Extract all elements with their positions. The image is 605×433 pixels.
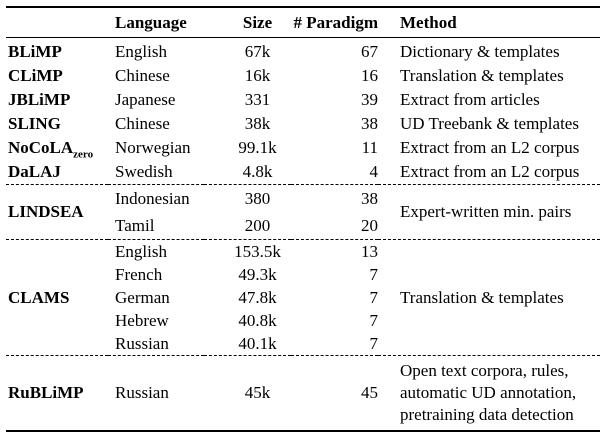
size-cell: 16k [244, 66, 271, 85]
dataset-name-subscript: zero [73, 148, 94, 161]
table-group: LINDSEA Indonesian 380 38 Expert-written min… [6, 184, 600, 240]
paradigm-cell: 7 [369, 333, 379, 353]
size-cell: 4.8k [242, 162, 273, 181]
size-cell: 47.8k [238, 287, 277, 307]
language-cell: Tamil [115, 215, 155, 235]
dataset-name-cell: JBLiMP [8, 90, 71, 109]
table-header: Language Size # Paradigm Method [6, 6, 600, 38]
method-cell: Extract from an L2 corpus [400, 162, 580, 181]
table-row: NoCoLAzero Norwegian 99.1k 11 Extract from a… [6, 136, 600, 160]
language-cell: Swedish [115, 162, 173, 181]
size-cell: 331 [244, 90, 271, 109]
language-cell: German [115, 287, 170, 307]
table-row: French 49.3k 7 [6, 263, 600, 286]
paradigm-cell: 45 [291, 355, 378, 432]
header-row: Language Size # Paradigm Method [6, 6, 600, 38]
table-row: RuBLiMP Russian 45k 45 Open text corpora, ru… [6, 355, 600, 432]
size-cell: 380 [204, 184, 291, 212]
method-cell: Dictionary & templates [400, 42, 560, 61]
method-cell: Open text corpora, rules, automatic UD a… [378, 355, 600, 432]
dataset-name-cell: BLiMP [8, 42, 62, 61]
size-cell: 45k [204, 355, 291, 432]
dataset-name-cell: CLiMP [8, 66, 63, 85]
size-cell: 49.3k [238, 264, 277, 284]
col-header-method: Method [378, 6, 600, 38]
table-row: Tamil 200 20 [6, 212, 600, 240]
size-cell: 40.8k [238, 310, 277, 330]
method-cell: Translation & templates [400, 66, 564, 85]
paradigm-cell: 7 [369, 310, 379, 330]
col-header-size: Size [204, 6, 291, 38]
paradigm-cell: 67 [361, 42, 378, 61]
method-cell: Extract from articles [400, 90, 540, 109]
table-row: LINDSEA Indonesian 380 38 Expert-written min… [6, 184, 600, 240]
col-header-dataset [6, 6, 108, 38]
dataset-name-cell: NoCoLAzero [8, 138, 94, 161]
paradigm-cell: 11 [361, 138, 378, 157]
paper-table: Language Size # Paradigm Method BLiMP Eng… [6, 6, 600, 432]
paradigm-cell: 7 [369, 264, 379, 284]
paradigm-cell: 16 [361, 66, 378, 85]
language-cell: French [115, 264, 163, 284]
size-cell: 38k [244, 114, 271, 133]
col-header-language: Language [108, 6, 204, 38]
language-cell: Norwegian [115, 138, 191, 157]
language-cell: Indonesian [108, 184, 204, 212]
table-row: BLiMP English 67k 67 Dictionary & templates [6, 38, 600, 65]
language-cell: Chinese [115, 114, 170, 133]
table-group: RuBLiMP Russian 45k 45 Open text corpora, ru… [6, 355, 600, 432]
size-cell: 200 [244, 215, 271, 235]
dataset-name-cell: DaLAJ [8, 162, 61, 181]
table-row: SLING Chinese 38k 38 UD Treebank & templates [6, 112, 600, 136]
dataset-name-cell: RuBLiMP [6, 355, 108, 432]
paradigm-cell: 20 [361, 215, 378, 235]
paradigm-cell: 39 [361, 90, 378, 109]
language-cell: Hebrew [115, 310, 169, 330]
col-header-paradigm: # Paradigm [291, 6, 378, 38]
paradigm-cell: 38 [361, 114, 378, 133]
language-cell: Russian [115, 333, 169, 353]
size-cell: 153.5k [204, 239, 291, 263]
dataset-name-cell: CLAMS [6, 239, 108, 356]
size-cell: 99.1k [238, 138, 277, 157]
table-group: CLAMS English 153.5k 13 Translation & templa… [6, 239, 600, 356]
table-row: CLAMS English 153.5k 13 Translation & templa… [6, 239, 600, 356]
paradigm-cell: 4 [369, 162, 379, 181]
language-cell: English [108, 239, 204, 263]
table-row: JBLiMP Japanese 331 39 Extract from articles [6, 88, 600, 112]
language-cell: English [115, 42, 167, 61]
language-cell: Russian [108, 355, 204, 432]
method-cell: UD Treebank & templates [400, 114, 579, 133]
size-cell: 67k [244, 42, 271, 61]
method-cell: Extract from an L2 corpus [400, 138, 580, 157]
paradigm-cell: 13 [291, 239, 378, 263]
paradigm-cell: 38 [291, 184, 378, 212]
table-row: Hebrew 40.8k 7 [6, 309, 600, 332]
paradigm-cell: 7 [369, 287, 379, 307]
dataset-name-cell: LINDSEA [6, 184, 108, 240]
table-row: DaLAJ Swedish 4.8k 4 Extract from an L2 corp… [6, 160, 600, 185]
table-row: Russian 40.1k 7 [6, 332, 600, 356]
dataset-name-cell: SLING [8, 114, 61, 133]
language-cell: Chinese [115, 66, 170, 85]
method-cell: Translation & templates [378, 239, 600, 356]
table-group: BLiMP English 67k 67 Dictionary & templates C… [6, 38, 600, 185]
language-cell: Japanese [115, 90, 176, 109]
size-cell: 40.1k [238, 333, 277, 353]
table-row: German 47.8k 7 [6, 286, 600, 309]
table-row: CLiMP Chinese 16k 16 Translation & templates [6, 64, 600, 88]
method-cell: Expert-written min. pairs [378, 184, 600, 240]
